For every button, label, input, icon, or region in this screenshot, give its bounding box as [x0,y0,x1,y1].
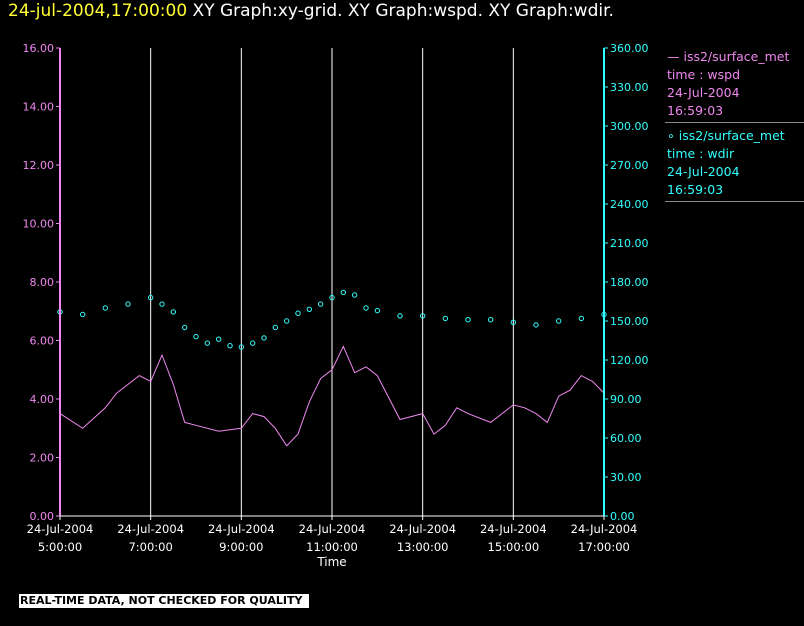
wdir-point [227,343,233,349]
x-tick-date: 24-Jul-2004 [571,522,638,536]
wdir-point [238,344,245,350]
wdir-point [215,336,222,342]
x-tick-date: 24-Jul-2004 [480,522,547,536]
title-graphs: XY Graph:xy-grid. XY Graph:wspd. XY Grap… [192,1,614,21]
wdir-point [295,310,301,316]
wdir-point [204,340,211,346]
wdir-point [79,311,86,318]
right-tick-label: 90.00 [610,393,642,406]
left-tick-label: 12.00 [23,159,55,172]
wspd-line [59,345,605,447]
right-tick-label: 180.00 [610,276,649,289]
left-tick-label: 14.00 [23,101,55,114]
left-tick-label: 8.00 [30,276,55,289]
right-tick-label: 270.00 [610,159,649,172]
wdir-point [374,307,381,314]
chart-title: 24-jul-2004,17:00:00 XY Graph:xy-grid. X… [8,1,614,21]
right-tick-label: 300.00 [610,120,649,133]
right-tick-label: 210.00 [610,237,649,250]
x-tick-time: 11:00:00 [306,540,358,554]
right-tick-label: 0.00 [610,510,635,523]
wdir-point [419,313,426,319]
wdir-point [329,294,335,301]
x-axis-label: Time [316,555,346,569]
wdir-point [465,317,471,323]
right-tick-label: 30.00 [610,471,642,484]
wdir-point [351,292,358,298]
legend-series-label: time : wspd [667,67,741,82]
wdir-point [363,305,369,311]
left-tick-label: 16.00 [23,42,55,55]
wdir-point [181,324,188,331]
left-tick-label: 0.00 [30,510,55,523]
right-tick-label: 150.00 [610,315,649,328]
legend-time: 16:59:03 [667,182,724,197]
wdir-point [317,301,324,307]
wdir-point [170,309,177,315]
wdir-point [578,315,585,322]
x-tick-date: 24-Jul-2004 [299,522,366,536]
wdir-point [147,294,154,301]
right-tick-label: 360.00 [610,42,649,55]
legend-series-name: ∘ iss2/surface_met [667,128,785,143]
legend-series-label: time : wdir [667,146,735,161]
title-timestamp: 24-jul-2004,17:00:00 [8,1,188,21]
x-tick-time: 17:00:00 [578,540,630,554]
wdir-point [272,324,279,331]
legend-date: 24-Jul-2004 [667,164,740,179]
wdir-point [533,322,539,328]
wdir-point [102,305,109,311]
left-tick-label: 2.00 [30,452,55,465]
legend-divider [665,122,804,123]
x-tick-time: 7:00:00 [128,540,172,554]
x-tick-time: 5:00:00 [38,540,82,554]
wdir-point [125,301,131,307]
wdir-point [340,289,347,296]
legend-date: 24-Jul-2004 [667,85,740,100]
wdir-point [261,335,267,341]
right-tick-label: 240.00 [610,198,649,211]
right-tick-label: 60.00 [610,432,642,445]
legend-time: 16:59:03 [667,103,724,118]
x-tick-date: 24-Jul-2004 [27,522,94,536]
wdir-point [555,318,562,324]
right-tick-label: 330.00 [610,81,649,94]
right-tick-label: 120.00 [610,354,649,367]
wdir-point [159,301,165,307]
x-tick-time: 9:00:00 [219,540,263,554]
wdir-point [397,313,403,319]
wdir-point [306,306,313,312]
legend-series-name: — iss2/surface_met [667,49,790,64]
wdir-point [510,319,517,325]
x-tick-date: 24-Jul-2004 [117,522,184,536]
legend-divider [665,201,804,202]
x-tick-date: 24-Jul-2004 [389,522,456,536]
x-tick-time: 15:00:00 [488,540,540,554]
wdir-point [487,317,494,323]
wdir-point [283,318,290,324]
left-tick-label: 10.00 [23,218,55,231]
wdir-point [442,315,449,322]
left-tick-label: 6.00 [30,335,55,348]
x-tick-date: 24-Jul-2004 [208,522,275,536]
left-tick-label: 4.00 [30,393,55,406]
quality-notice: REAL-TIME DATA, NOT CHECKED FOR QUALITY [19,594,310,608]
wdir-point [193,333,199,340]
x-tick-time: 13:00:00 [397,540,449,554]
wdir-point [249,340,256,346]
